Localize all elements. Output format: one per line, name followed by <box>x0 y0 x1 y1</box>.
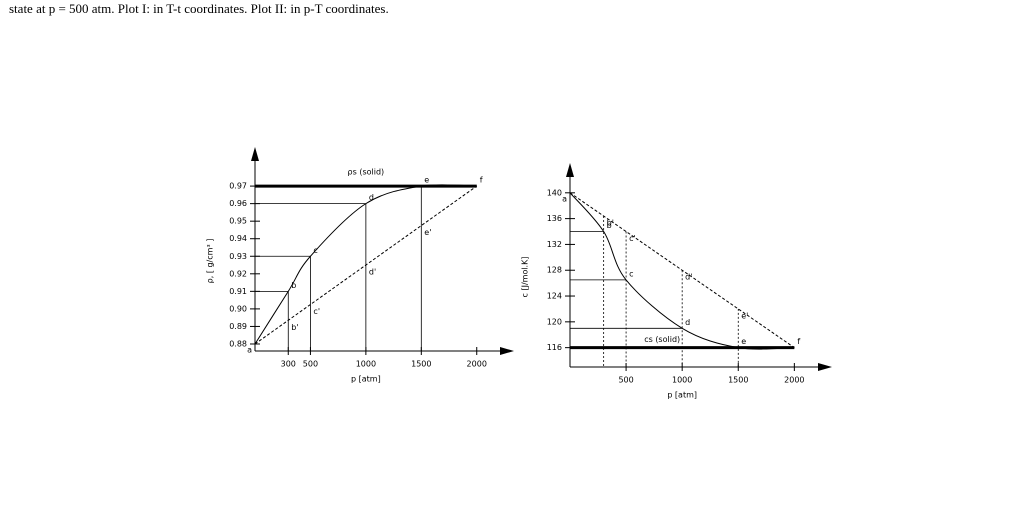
y-tick-label: 0.88 <box>229 339 247 348</box>
x-tick-label: 2000 <box>784 376 804 385</box>
y-tick-label: 132 <box>547 240 562 249</box>
point-label: f <box>480 176 483 185</box>
point-label: f <box>797 337 800 346</box>
point-label: c <box>313 246 317 255</box>
caption: state at p = 500 atm. Plot I: in T-t coo… <box>9 1 389 16</box>
x-tick-label: 1000 <box>672 376 692 385</box>
y-arrow <box>566 163 574 177</box>
x-tick-label: 300 <box>281 360 296 369</box>
series-line <box>569 192 795 349</box>
point-label: b <box>291 281 296 290</box>
point-label: d <box>369 193 374 202</box>
point-label: e' <box>424 228 431 237</box>
point-label: b' <box>291 323 298 332</box>
y-tick-label: 136 <box>547 214 562 223</box>
point-label: e <box>424 176 429 185</box>
point-label: e' <box>741 311 748 320</box>
point-label: c <box>629 269 633 278</box>
y-tick-label: 0.89 <box>229 322 247 331</box>
y-tick-label: 0.96 <box>229 199 247 208</box>
x-arrow <box>500 347 514 355</box>
point-label: b' <box>607 219 614 228</box>
y-tick-label: 0.93 <box>229 252 247 261</box>
y-tick-label: 120 <box>547 317 562 326</box>
y-tick-label: 0.92 <box>229 269 247 278</box>
point-label: c' <box>313 307 320 316</box>
series-line <box>254 184 477 345</box>
series-line <box>254 185 478 345</box>
x-axis-label: p [atm] <box>351 375 381 384</box>
solid-level-label: cs (solid) <box>644 335 680 344</box>
x-tick-label: 2000 <box>467 360 487 369</box>
x-tick-label: 1000 <box>356 360 376 369</box>
point-label: c' <box>629 234 636 243</box>
y-arrow <box>251 147 259 161</box>
y-tick-label: 0.97 <box>229 182 247 191</box>
y-axis-label: ρ, [ g/cm³ ] <box>206 239 215 284</box>
y-tick-label: 116 <box>547 343 562 352</box>
x-arrow <box>818 363 832 371</box>
x-tick-label: 500 <box>303 360 318 369</box>
point-label: a <box>247 345 252 354</box>
solid-level-label: ρs (solid) <box>348 168 385 177</box>
y-tick-label: 0.95 <box>229 217 247 226</box>
y-tick-label: 140 <box>547 188 562 197</box>
point-label: a <box>562 194 567 203</box>
point-label: d <box>685 318 690 327</box>
y-tick-label: 0.91 <box>229 287 247 296</box>
y-tick-label: 0.90 <box>229 304 247 313</box>
x-tick-label: 1500 <box>411 360 431 369</box>
point-label: b <box>607 221 612 230</box>
point-label: d' <box>369 268 376 277</box>
x-tick-label: 500 <box>618 376 633 385</box>
y-tick-label: 128 <box>547 266 562 275</box>
point-label: e <box>741 337 746 346</box>
y-tick-label: 0.94 <box>229 234 247 243</box>
y-axis-label: c [J/mol.K] <box>521 257 530 298</box>
point-label: d' <box>685 273 692 282</box>
series-line <box>569 192 795 350</box>
x-tick-label: 1500 <box>728 376 748 385</box>
y-tick-label: 124 <box>547 292 562 301</box>
x-axis-label: p [atm] <box>667 391 697 400</box>
